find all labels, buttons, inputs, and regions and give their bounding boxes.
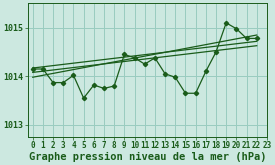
X-axis label: Graphe pression niveau de la mer (hPa): Graphe pression niveau de la mer (hPa) — [29, 151, 266, 162]
